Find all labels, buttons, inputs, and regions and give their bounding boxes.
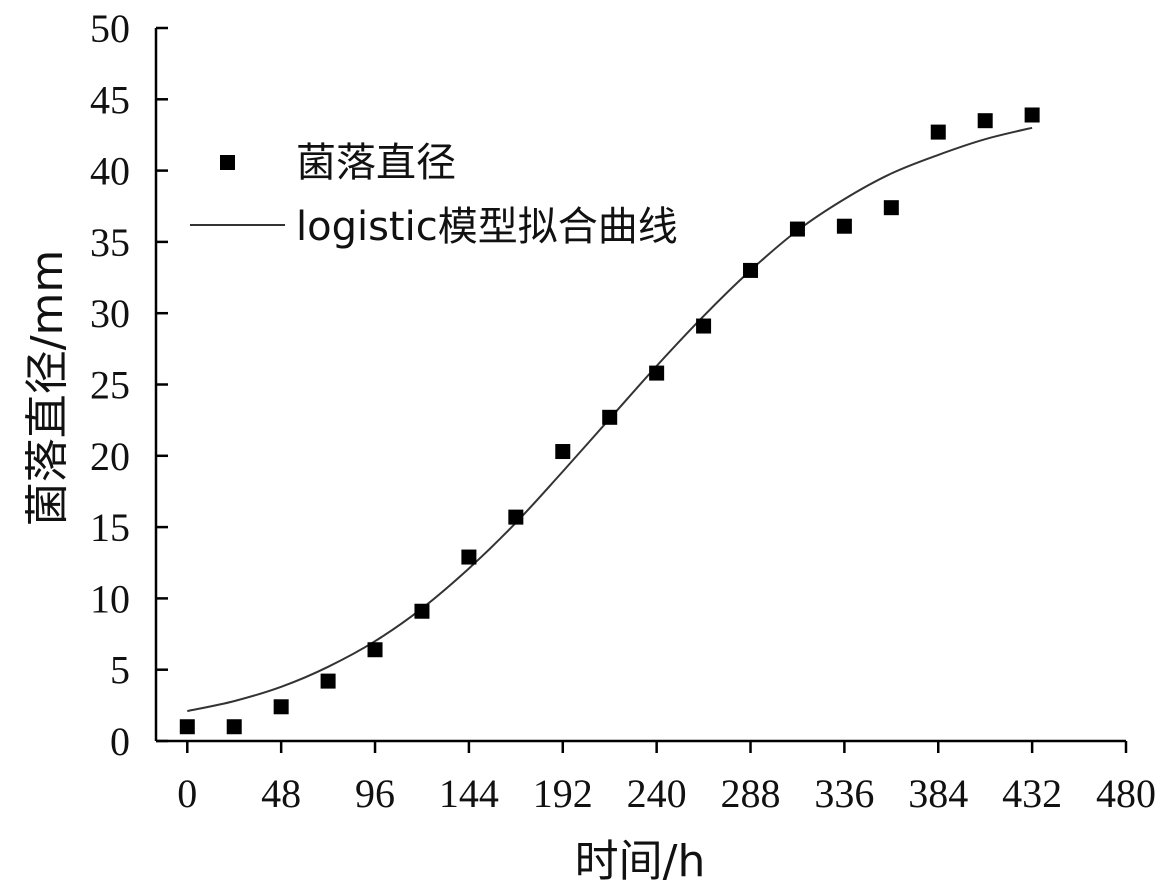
y-tick-label: 0 — [110, 719, 130, 764]
x-ticks: 0 48 96 144 192 240 288 336 384 432 480 — [177, 741, 1156, 816]
legend-label-scatter: 菌落直径 — [296, 140, 456, 186]
data-point — [602, 409, 618, 425]
data-point — [320, 673, 336, 689]
axes: 0 5 10 15 20 25 30 35 40 45 50 0 48 96 144 192 240 288 33… — [90, 6, 1156, 816]
x-tick-label: 336 — [814, 771, 874, 816]
x-tick-label: 192 — [533, 771, 593, 816]
data-point — [836, 218, 852, 234]
data-point — [977, 113, 993, 129]
y-tick-label: 30 — [90, 291, 130, 336]
y-axis-title: 菌落直径/mm — [22, 250, 73, 527]
data-point — [883, 200, 899, 216]
data-point — [1024, 107, 1040, 123]
y-tick-label: 45 — [90, 77, 130, 122]
x-axis-title: 时间/h — [575, 836, 706, 887]
data-points — [179, 107, 1040, 735]
data-point — [930, 124, 946, 140]
x-tick-label: 144 — [439, 771, 499, 816]
legend-marker-square — [220, 155, 235, 170]
x-tick-label: 432 — [1002, 771, 1062, 816]
y-tick-label: 25 — [90, 363, 130, 408]
x-tick-label: 288 — [721, 771, 781, 816]
data-point — [743, 262, 759, 278]
y-tick-label: 20 — [90, 434, 130, 479]
y-tick-label: 40 — [90, 149, 130, 194]
y-tick-label: 50 — [90, 6, 130, 51]
x-tick-label: 48 — [261, 771, 301, 816]
x-tick-label: 96 — [355, 771, 395, 816]
y-ticks: 0 5 10 15 20 25 30 35 40 45 50 — [90, 6, 168, 764]
plot-area — [179, 107, 1040, 735]
legend-label-line: logistic模型拟合曲线 — [296, 204, 678, 250]
data-point — [179, 719, 195, 735]
y-tick-label: 10 — [90, 576, 130, 621]
data-point — [649, 365, 665, 381]
data-point — [414, 603, 430, 619]
x-tick-label: 480 — [1096, 771, 1156, 816]
y-tick-label: 5 — [110, 648, 130, 693]
data-point — [367, 642, 383, 658]
data-point — [508, 509, 524, 525]
legend: 菌落直径 logistic模型拟合曲线 — [190, 140, 678, 250]
data-point — [789, 221, 805, 237]
x-tick-label: 0 — [177, 771, 197, 816]
x-tick-label: 240 — [627, 771, 687, 816]
data-point — [696, 318, 712, 334]
y-tick-label: 35 — [90, 220, 130, 265]
data-point — [461, 549, 477, 565]
y-tick-label: 15 — [90, 505, 130, 550]
data-point — [226, 719, 242, 735]
data-point — [555, 444, 571, 460]
data-point — [273, 699, 289, 715]
x-tick-label: 384 — [908, 771, 968, 816]
